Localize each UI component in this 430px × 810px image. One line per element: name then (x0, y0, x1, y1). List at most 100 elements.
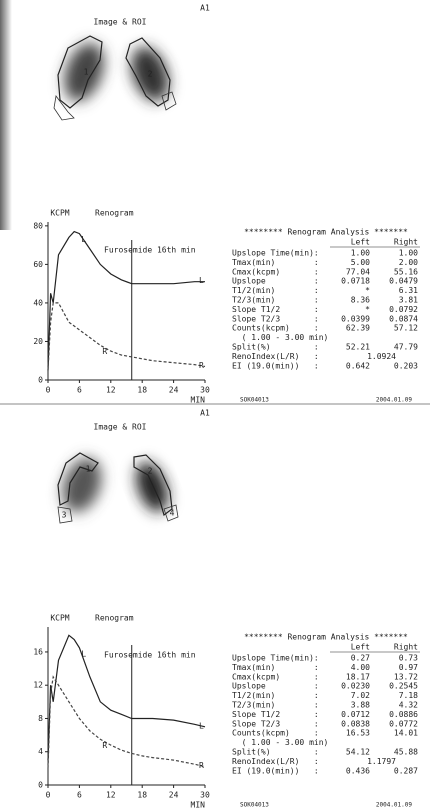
row-label: ( 1.00 - 3.00 min) (232, 333, 328, 342)
row-value: 54.12 (346, 748, 370, 757)
row-value: 13.72 (394, 672, 418, 681)
series-label: R (199, 361, 204, 370)
row-label: EI (19.0(min)) : (232, 361, 319, 370)
x-tick-label: 24 (169, 791, 179, 800)
row-value: 57.12 (394, 324, 418, 333)
x-tick-label: 24 (169, 386, 179, 395)
row-value: 77.04 (346, 267, 370, 276)
analysis-title: ******** Renogram Analysis ******* (244, 633, 408, 642)
y-tick-label: 0 (38, 781, 43, 790)
row-label: Cmax(kcpm) : (232, 672, 319, 681)
row-label: T1/2(min) : (232, 691, 319, 700)
image-title: Image & ROI (94, 18, 147, 27)
series-label: L (81, 649, 86, 658)
row-value: 3.88 (351, 701, 370, 710)
y-axis-label: KCPM (50, 209, 69, 218)
x-tick-label: 12 (106, 386, 116, 395)
y-tick-label: 8 (38, 714, 43, 723)
row-value: 18.17 (346, 672, 370, 681)
row-label: T2/3(min) : (232, 296, 319, 305)
y-tick-label: 80 (33, 221, 43, 230)
row-value: 52.21 (346, 343, 370, 352)
row-value: 0.73 (399, 654, 418, 663)
row-value: 47.79 (394, 343, 418, 352)
row-value: 1.1797 (367, 757, 396, 766)
chart-title: Renogram (95, 209, 134, 218)
column-header: Left (351, 238, 370, 247)
series-label: L (199, 276, 204, 285)
row-value: 0.0886 (389, 710, 418, 719)
row-value: 0.0399 (341, 314, 370, 323)
y-tick-label: 40 (33, 298, 43, 307)
y-tick-label: 20 (33, 337, 43, 346)
roi-label: 2 (148, 70, 153, 79)
row-label: RenoIndex(L/R) : (232, 352, 319, 361)
row-value: 0.2545 (389, 682, 418, 691)
marker-label: Furosemide 16th min (104, 651, 196, 660)
row-label: T2/3(min) : (232, 701, 319, 710)
row-value: 6.31 (399, 286, 418, 295)
marker-label: Furosemide 16th min (104, 246, 196, 255)
row-value: 4.32 (399, 701, 418, 710)
row-label: Upslope : (232, 277, 319, 286)
row-value: 2.00 (399, 258, 418, 267)
row-label: Split(%) : (232, 748, 319, 757)
row-value: 7.02 (351, 691, 370, 700)
row-value: 0.0772 (389, 719, 418, 728)
column-header: Right (394, 238, 418, 247)
row-value: 1.0924 (367, 352, 396, 361)
analysis-title: ******** Renogram Analysis ******* (244, 228, 408, 237)
y-tick-label: 12 (33, 681, 43, 690)
report: 0204060800612182430KCPMRenogramMINFurose… (0, 0, 430, 810)
x-axis-label: MIN (191, 396, 206, 405)
row-label: T1/2(min) : (232, 286, 319, 295)
series-label: R (102, 347, 107, 356)
scan-edge (0, 0, 12, 230)
y-tick-label: 16 (33, 647, 43, 656)
row-value: 8.36 (351, 296, 370, 305)
report-code: SOK04013 (240, 802, 269, 809)
row-value: 0.0479 (389, 277, 418, 286)
x-tick-label: 6 (77, 386, 82, 395)
row-label: EI (19.0(min)) : (232, 766, 319, 775)
report-date: 2004.01.09 (376, 397, 413, 404)
y-tick-label: 0 (38, 376, 43, 385)
row-value: 0.27 (351, 654, 370, 663)
row-value: 0.97 (399, 663, 418, 672)
x-tick-label: 6 (77, 791, 82, 800)
row-value: 0.0874 (389, 314, 418, 323)
row-label: Upslope : (232, 682, 319, 691)
y-axis-label: KCPM (50, 614, 69, 623)
row-value: 0.436 (346, 766, 370, 775)
row-value: 1.00 (399, 249, 418, 258)
x-tick-label: 18 (137, 386, 147, 395)
panel-id: A1 (200, 409, 210, 418)
row-label: Slope T2/3 : (232, 314, 319, 323)
row-value: 55.16 (394, 267, 418, 276)
row-label: ( 1.00 - 3.00 min) (232, 738, 328, 747)
x-tick-label: 0 (46, 386, 51, 395)
row-label: Split(%) : (232, 343, 319, 352)
x-tick-label: 0 (46, 791, 51, 800)
row-label: Upslope Time(min): (232, 654, 319, 663)
row-label: Cmax(kcpm) : (232, 267, 319, 276)
report-code: SOK04013 (240, 397, 269, 404)
row-value: 0.0838 (341, 719, 370, 728)
row-value: 0.203 (394, 361, 418, 370)
row-label: RenoIndex(L/R) : (232, 757, 319, 766)
roi-label: 1 (84, 68, 89, 77)
roi-label: 2 (148, 467, 153, 476)
row-label: Tmax(min) : (232, 258, 319, 267)
x-tick-label: 18 (137, 791, 147, 800)
row-value: * (365, 286, 370, 295)
series-label: L (199, 721, 204, 730)
row-label: Tmax(min) : (232, 663, 319, 672)
row-value: 14.01 (394, 729, 418, 738)
x-tick-label: 30 (200, 791, 210, 800)
row-value: 7.18 (399, 691, 418, 700)
row-value: 0.0718 (341, 277, 370, 286)
roi-label: 4 (170, 509, 175, 518)
row-value: 62.39 (346, 324, 370, 333)
row-value: 0.0230 (341, 682, 370, 691)
row-label: Counts(kcpm) : (232, 324, 319, 333)
